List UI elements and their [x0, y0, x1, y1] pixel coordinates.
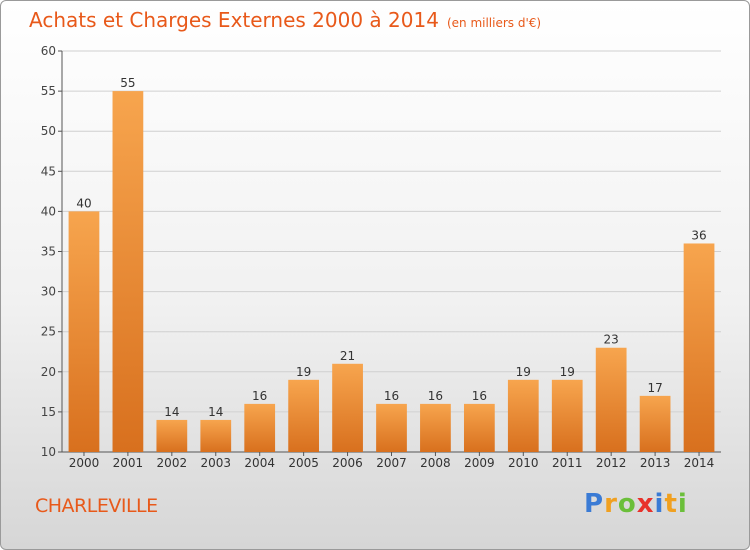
chart-title: Achats et Charges Externes 2000 à 2014 [29, 8, 439, 32]
y-tick-label: 40 [41, 204, 56, 218]
x-tick-label: 2004 [244, 456, 275, 470]
bar-2010 [507, 379, 539, 452]
bar-2011 [551, 379, 583, 452]
x-tick-label: 2010 [508, 456, 539, 470]
y-tick-label: 50 [41, 124, 56, 138]
x-tick-label: 2007 [376, 456, 407, 470]
x-tick-label: 2006 [332, 456, 363, 470]
logo-letter: P [584, 489, 605, 519]
bar-2005 [288, 379, 320, 452]
bar-2006 [332, 363, 363, 452]
y-tick-labels: 10 15 20 25 30 35 40 45 50 55 60 [41, 44, 56, 459]
x-tick-label: 2013 [640, 456, 671, 470]
bar-2002 [156, 419, 188, 452]
data-label-2000: 40 [76, 196, 91, 210]
proxiti-logo: Proxiti [584, 489, 688, 519]
x-tick-label: 2014 [684, 456, 715, 470]
x-tick-label: 2002 [157, 456, 188, 470]
x-tick-label: 2009 [464, 456, 495, 470]
bar-2008 [420, 403, 451, 452]
data-label-2010: 19 [516, 365, 531, 379]
bar-2012 [595, 347, 627, 452]
logo-letter: x [636, 489, 655, 519]
data-label-2011: 19 [560, 365, 575, 379]
y-tick-label: 10 [41, 445, 56, 459]
logo-letter: i [654, 489, 665, 519]
x-tick-label: 2003 [200, 456, 231, 470]
unit-note: (en milliers d'€) [446, 16, 542, 30]
y-tick-label: 45 [41, 164, 56, 178]
x-tick-label: 2005 [288, 456, 319, 470]
data-label-2013: 17 [647, 381, 662, 395]
data-label-2012: 23 [604, 333, 619, 347]
logo-letter: r [604, 489, 618, 519]
bar-2003 [200, 419, 232, 452]
bar-2014 [683, 243, 715, 452]
y-tick-label: 35 [41, 245, 56, 259]
logo-letter: t [664, 489, 678, 519]
logo-letter: o [617, 489, 637, 519]
data-labels: 40 55 14 14 16 19 21 16 16 16 19 19 23 17 36 [76, 76, 706, 419]
data-label-2007: 16 [384, 389, 399, 403]
data-label-2006: 21 [340, 349, 355, 363]
data-label-2008: 16 [428, 389, 443, 403]
data-label-2014: 36 [691, 228, 706, 242]
bar-2013 [639, 395, 671, 452]
data-label-2009: 16 [472, 389, 487, 403]
data-label-2001: 55 [120, 76, 135, 90]
x-tick-label: 2012 [596, 456, 627, 470]
y-tick-label: 25 [41, 325, 56, 339]
commune-name: CHARLEVILLE [35, 495, 158, 517]
bar-2004 [244, 403, 276, 452]
y-tick-label: 60 [41, 44, 56, 58]
data-label-2004: 16 [252, 389, 267, 403]
bar-2000 [68, 211, 100, 452]
logo-letter: i [677, 489, 688, 519]
bar-2007 [376, 403, 407, 452]
x-tick-labels: 2000 2001 2002 2003 2004 2005 2006 2007 2008 2009… [69, 456, 715, 470]
y-tick-label: 15 [41, 405, 56, 419]
data-label-2005: 19 [296, 365, 311, 379]
bar-2009 [463, 403, 495, 452]
x-tick-label: 2001 [113, 456, 144, 470]
y-tick-label: 55 [41, 84, 56, 98]
bars [68, 91, 715, 452]
data-label-2003: 14 [208, 405, 223, 419]
y-tick-label: 20 [41, 365, 56, 379]
chart-title-block: Achats et Charges Externes 2000 à 2014 (e… [29, 8, 541, 32]
x-tick-label: 2008 [420, 456, 451, 470]
y-tick-label: 30 [41, 285, 56, 299]
bar-2001 [112, 91, 144, 452]
data-label-2002: 14 [164, 405, 179, 419]
x-tick-label: 2000 [69, 456, 100, 470]
x-tick-label: 2011 [552, 456, 583, 470]
